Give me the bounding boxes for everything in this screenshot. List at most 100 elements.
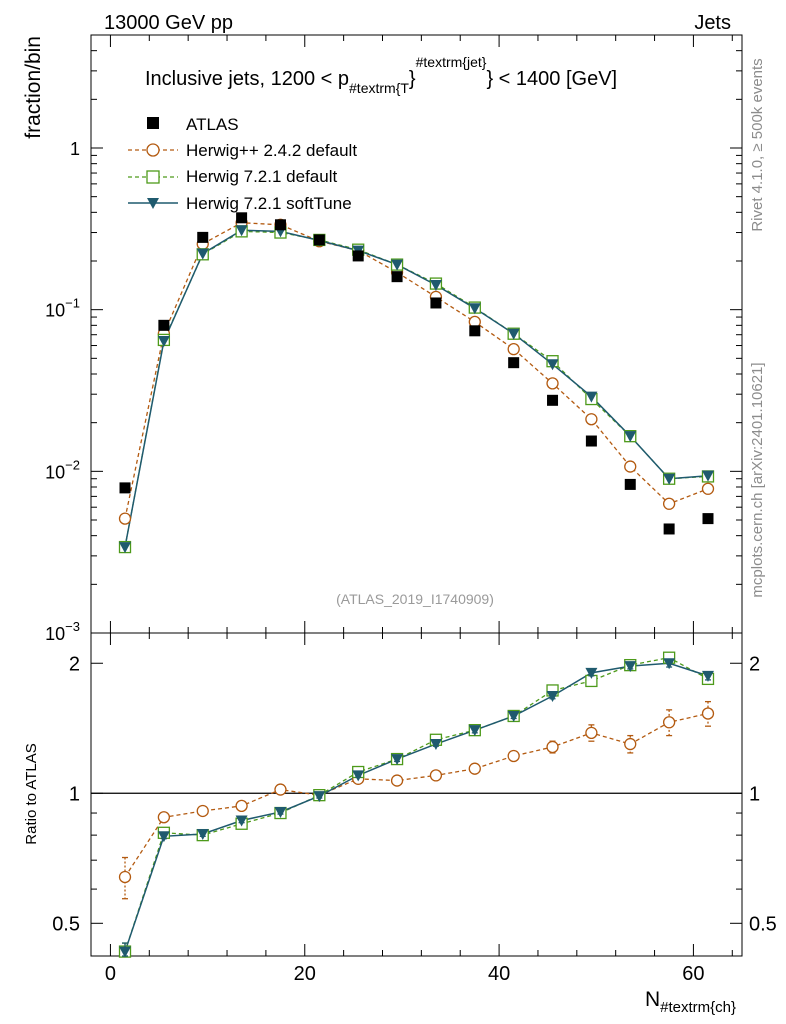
legend-atlas-marker (147, 117, 159, 129)
ratio-marks (118, 651, 715, 958)
ratio-point-herwig-7-2-1-softtune (313, 791, 326, 803)
title-pre: Inclusive jets, 1200 < p (145, 68, 349, 90)
ratio-point-herwig-2-4-2-default (468, 762, 481, 775)
title-post: } < 1400 [GeV] (486, 68, 617, 90)
main-point-atlas (313, 234, 325, 246)
side-label-mcplots: mcplots.cern.ch [arXiv:2401.10621] (749, 362, 766, 597)
ratio-point-herwig-7-2-1-softtune (585, 667, 598, 679)
ratio-ylabel: Ratio to ATLAS (23, 743, 40, 844)
main-point-herwig-7-2-1-softtune (585, 391, 598, 403)
ratio-ytick-label-right: 1 (749, 783, 760, 805)
legend-herwig7-default-marker (146, 170, 160, 184)
ratio-point-herwig-2-4-2-default (118, 870, 132, 884)
legend-herwig7-default-label: Herwig 7.2.1 default (186, 167, 337, 186)
ratio-point-herwig-7-2-1-softtune (391, 754, 404, 766)
main-point-herwig-2-4-2-default (118, 512, 132, 525)
ratio-point-herwig-7-2-1-softtune (663, 658, 676, 670)
ratio-point-herwig-2-4-2-default (546, 740, 559, 754)
legend: ATLAS Herwig++ 2.4.2 default Herwig 7.2.… (128, 115, 357, 213)
xlabel-sub: #textrm{ch} (660, 999, 736, 1016)
ratio-point-herwig-7-2-1-softtune (701, 670, 714, 682)
ratio-point-herwig-2-4-2-default (585, 726, 598, 740)
main-point-herwig-7-2-1-softtune (119, 542, 132, 554)
main-point-herwig-7-2-1-softtune (701, 470, 714, 482)
ratio-ytick-label-right: 0.5 (749, 913, 777, 935)
main-line-herwig-2-4-2-default (124, 222, 709, 519)
side-label-rivet: Rivet 4.1.0, ≥ 500k events (749, 58, 766, 231)
analysis-id: (ATLAS_2019_I1740909) (336, 591, 494, 607)
ratio-point-herwig-2-4-2-default (701, 707, 715, 720)
main-point-herwig-7-2-1-softtune (468, 303, 481, 315)
legend-herwigpp-label: Herwig++ 2.4.2 default (186, 141, 357, 160)
legend-herwigpp-marker (146, 143, 160, 157)
ratio-xtick-label: 60 (682, 963, 704, 985)
ratio-point-herwig-2-4-2-default (624, 737, 637, 751)
ratio-point-herwig-7-2-1-softtune (119, 946, 132, 958)
title-sup: #textrm{jet} (416, 54, 487, 70)
main-ytick-label: 1 (70, 139, 80, 159)
main-ytick-label: 10−1 (45, 296, 80, 321)
title-mid: } (409, 68, 416, 90)
ratio-point-herwig-7-2-1-softtune (196, 828, 209, 840)
main-point-atlas (274, 219, 286, 231)
ytick-mantissa: 10 (45, 301, 65, 321)
ratio-point-herwig-7-2-1-softtune (624, 661, 637, 673)
ratio-ytick-label-left: 0.5 (52, 913, 80, 935)
main-point-herwig-7-2-1-softtune (235, 225, 248, 237)
ratio-point-herwig-2-4-2-default (274, 783, 287, 796)
ratio-line-herwig-7-2-1-softtune (124, 662, 709, 952)
main-point-atlas (624, 478, 636, 490)
main-point-herwig-7-2-1-softtune (157, 336, 170, 348)
legend-atlas-label: ATLAS (186, 115, 239, 134)
main-point-herwig-7-2-1-softtune (663, 473, 676, 485)
main-point-atlas (119, 482, 131, 494)
ytick-mantissa: 1 (70, 139, 80, 159)
main-point-atlas (391, 271, 403, 283)
main-point-atlas (663, 523, 675, 535)
main-line-herwig-7-2-1-softtune (124, 229, 709, 548)
ratio-xtick-label: 40 (488, 963, 510, 985)
ratio-point-herwig-2-4-2-default (235, 799, 248, 813)
main-point-atlas (585, 435, 597, 447)
ratio-point-herwig-7-2-1-softtune (274, 806, 287, 818)
main-point-herwig-2-4-2-default (662, 497, 676, 510)
ratio-point-herwig-7-2-1-softtune (507, 710, 520, 722)
ytick-mantissa: 10 (45, 462, 65, 482)
main-ylabel: fraction/bin (22, 36, 45, 139)
title-sub: #textrm{T (349, 80, 409, 96)
main-point-atlas (197, 231, 209, 243)
ratio-point-herwig-2-4-2-default (662, 716, 676, 729)
ratio-point-herwig-7-2-1-softtune (235, 815, 248, 827)
ratio-point-herwig-7-2-1-softtune (546, 690, 559, 702)
ratio-point-herwig-2-4-2-default (196, 804, 209, 818)
main-point-atlas (352, 250, 364, 262)
main-marks (118, 212, 715, 554)
ratio-ytick-label-left: 2 (69, 653, 80, 675)
ytick-exponent: −2 (65, 457, 80, 472)
ratio-xtick-label: 0 (105, 963, 116, 985)
main-point-atlas (508, 357, 520, 369)
ytick-exponent: −3 (65, 619, 80, 634)
ratio-panel-frame (90, 632, 743, 957)
ratio-xlabel: N#textrm{ch} (645, 988, 736, 1016)
main-point-herwig-7-2-1-softtune (391, 259, 404, 271)
ratio-axes: 0.5 0.51 12 20 20 40 60 (52, 633, 777, 985)
ratio-point-herwig-7-2-1-softtune (429, 739, 442, 751)
main-point-atlas (547, 394, 559, 406)
main-ytick-label: 10−3 (45, 619, 80, 644)
ratio-point-herwig-2-4-2-default (507, 749, 520, 763)
ratio-line-herwig-2-4-2-default (124, 712, 709, 878)
ratio-ytick-label-left: 1 (69, 783, 80, 805)
main-point-herwig-2-4-2-default (546, 377, 559, 390)
main-point-herwig-7-2-1-softtune (429, 280, 442, 292)
ratio-point-herwig-7-2-1-softtune (157, 831, 170, 843)
ytick-mantissa: 10 (45, 624, 65, 644)
main-point-herwig-2-4-2-default (624, 460, 637, 473)
legend-softtune-marker (147, 198, 159, 209)
main-point-atlas (236, 212, 248, 224)
header-left: 13000 GeV pp (104, 12, 233, 34)
main-ytick-label: 10−2 (45, 457, 80, 482)
ytick-exponent: −1 (65, 296, 80, 311)
ratio-point-herwig-2-4-2-default (157, 811, 171, 824)
